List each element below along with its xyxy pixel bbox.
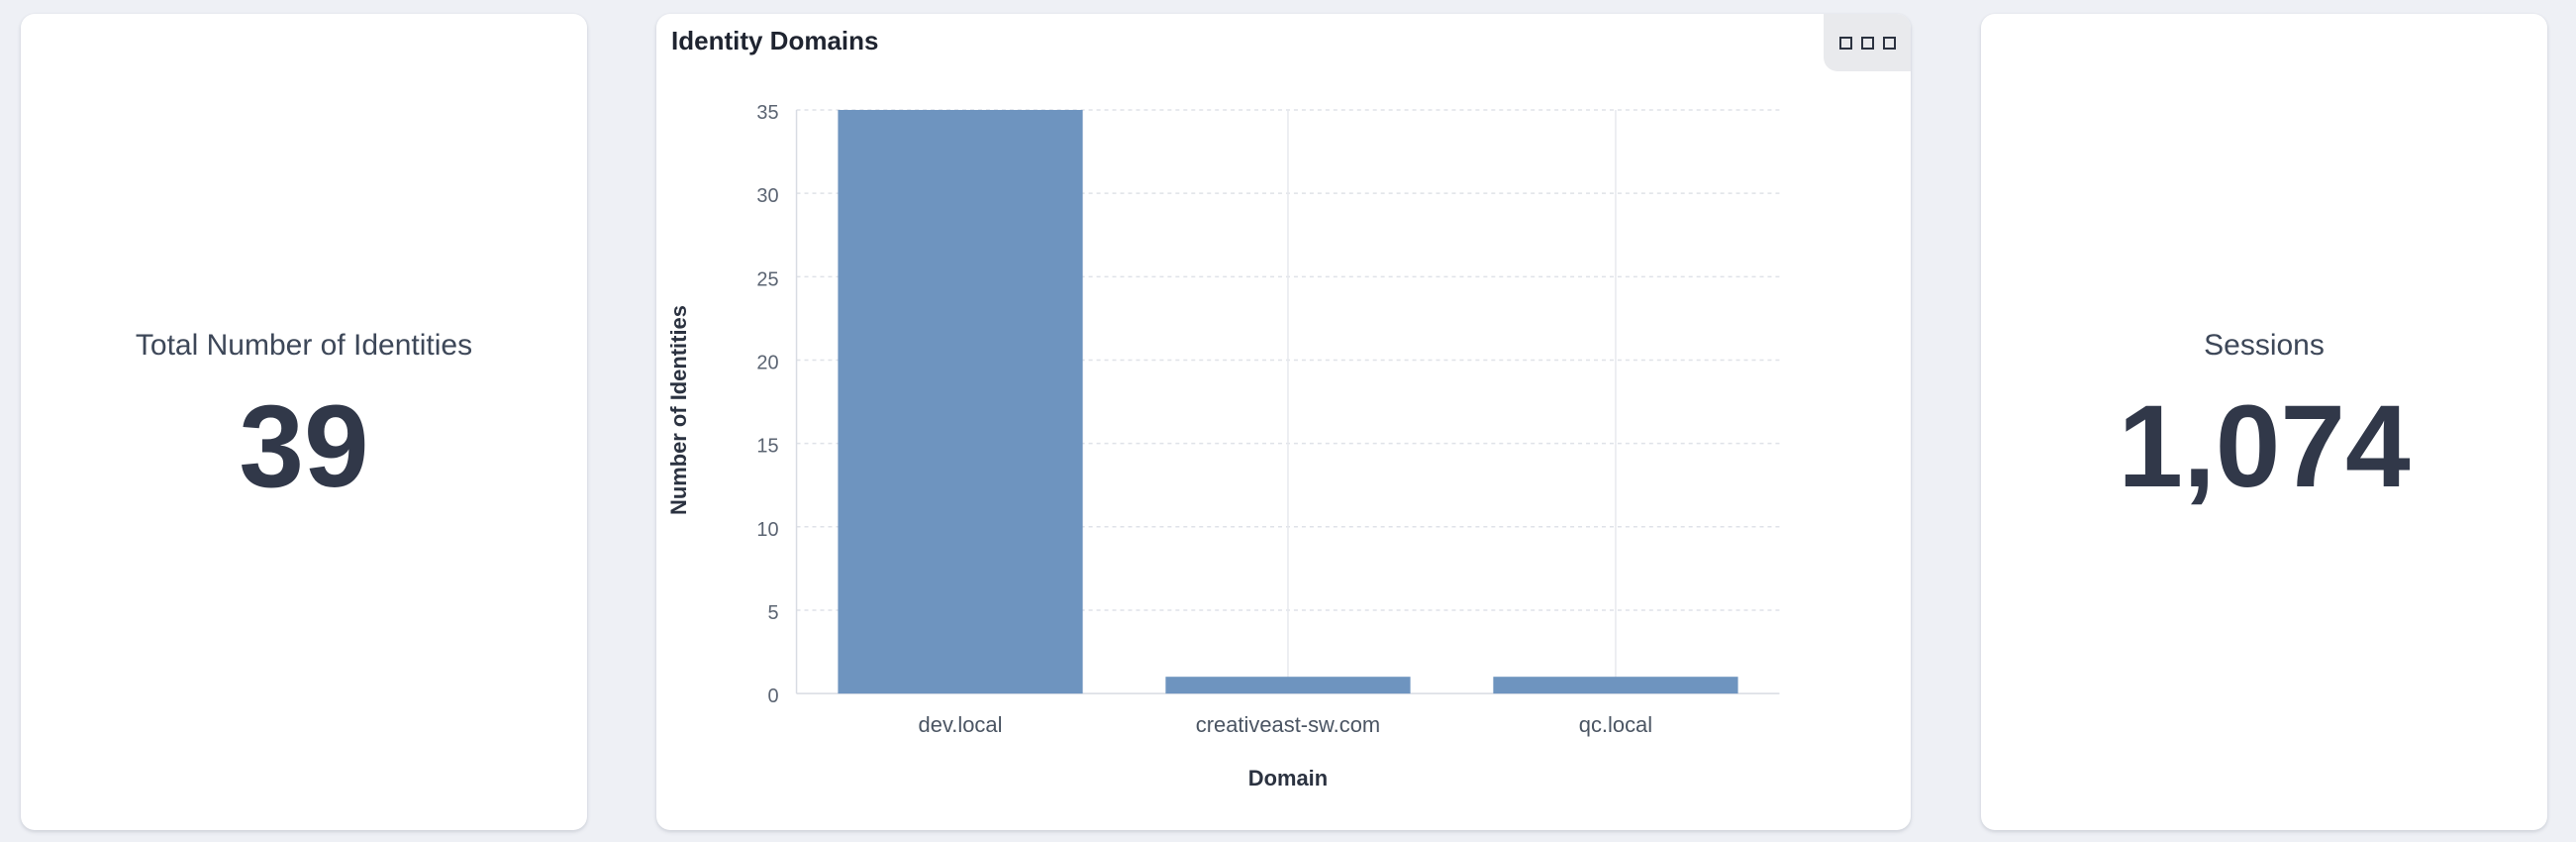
svg-text:10: 10 (756, 519, 778, 541)
svg-text:5: 5 (768, 602, 779, 624)
svg-text:creativeast-sw.com: creativeast-sw.com (1196, 712, 1380, 737)
svg-text:15: 15 (756, 436, 778, 458)
svg-text:35: 35 (756, 102, 778, 124)
svg-text:25: 25 (756, 268, 778, 290)
svg-text:dev.local: dev.local (919, 712, 1003, 737)
svg-text:30: 30 (756, 185, 778, 207)
svg-text:20: 20 (756, 352, 778, 373)
svg-text:Domain: Domain (1248, 766, 1328, 790)
svg-text:0: 0 (768, 685, 779, 707)
svg-text:Number of Identities: Number of Identities (666, 305, 691, 515)
svg-text:qc.local: qc.local (1579, 712, 1652, 737)
